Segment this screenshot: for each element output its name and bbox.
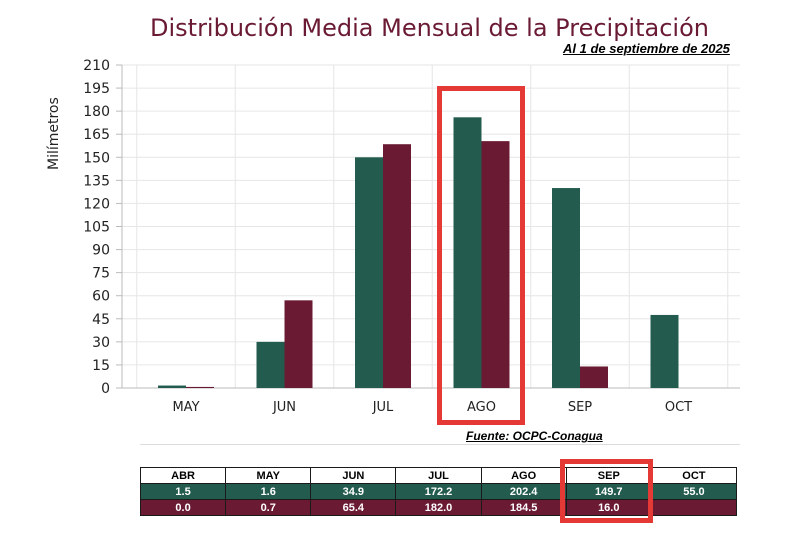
y-tick-label: 15 (92, 358, 110, 374)
table-cell: 184.5 (480, 499, 567, 516)
x-tick-label: AGO (467, 400, 496, 415)
y-tick-label: 120 (83, 196, 110, 212)
y-tick-label: 75 (92, 266, 110, 282)
bar-sep-series-1 (552, 188, 580, 388)
x-tick-label: JUL (372, 400, 394, 415)
table-cell: 172.2 (395, 483, 482, 500)
data-table-section: ABR MAY JUN JUL AGO SEP OCT 1.5 1.6 34.9… (139, 444, 740, 516)
bar-oct-series-1 (650, 314, 679, 388)
bar-jun-series-2 (284, 300, 313, 388)
y-tick-label: 195 (83, 81, 110, 97)
x-tick-label: SEP (568, 400, 592, 415)
bar-jul-series-2 (383, 144, 411, 388)
bar-may-series-2 (186, 386, 214, 388)
table-cell: 1.6 (225, 483, 312, 500)
y-tick-label: 30 (92, 335, 110, 351)
header-cell: AGO (480, 467, 567, 484)
y-tick-label: 45 (92, 312, 110, 328)
header-cell: ABR (139, 467, 227, 484)
table-row: 0.0 0.7 65.4 182.0 184.5 16.0 (139, 499, 738, 516)
header-cell: SEP (565, 467, 652, 484)
y-tick-label: 90 (92, 243, 110, 259)
y-tick-label: 135 (83, 173, 110, 189)
header-cell: OCT (650, 467, 738, 484)
bar-may-series-1 (158, 385, 186, 388)
bar-jun-series-1 (256, 341, 285, 388)
highlight-box-ago (437, 86, 525, 425)
table-cell: 0.0 (139, 499, 227, 516)
bar-jul-series-1 (355, 157, 383, 388)
table-cell: 1.5 (139, 483, 227, 500)
y-tick-label: 165 (83, 127, 110, 143)
highlight-box-sep (560, 459, 653, 523)
bar-ago-series-1 (453, 117, 482, 389)
y-tick-label: 60 (92, 289, 110, 305)
table-header-row: ABR MAY JUN JUL AGO SEP OCT (139, 467, 738, 484)
table-cell: 55.0 (650, 483, 738, 500)
y-tick-label: 0 (101, 381, 110, 397)
date-note: Al 1 de septiembre de 2025 (563, 41, 730, 56)
table-cell: 182.0 (395, 499, 482, 516)
table-cell: 65.4 (310, 499, 397, 516)
header-cell: MAY (225, 467, 312, 484)
bar-chart: 0 15 30 45 60 75 90 105 120 135 150 165 180 195 210 MAY… (83, 58, 740, 415)
y-tick-label: 105 (83, 220, 110, 236)
header-cell: JUN (310, 467, 397, 484)
y-tick-label: 210 (83, 58, 110, 74)
bar-sep-series-2 (580, 366, 608, 388)
x-tick-label: MAY (172, 400, 199, 415)
header-cell: JUL (395, 467, 482, 484)
y-tick-label: 150 (83, 150, 110, 166)
bar-ago-series-2 (481, 141, 510, 388)
source-note: Fuente: OCPC-Conagua (466, 429, 603, 443)
data-table: ABR MAY JUN JUL AGO SEP OCT 1.5 1.6 34.9… (139, 467, 738, 516)
table-cell: 16.0 (565, 499, 652, 516)
table-cell: 202.4 (480, 483, 567, 500)
divider (140, 444, 740, 445)
x-tick-label: OCT (665, 400, 692, 415)
table-cell: 34.9 (310, 483, 397, 500)
chart-title: Distribución Media Mensual de la Precipi… (150, 14, 709, 42)
table-cell: 0.7 (225, 499, 312, 516)
table-row: 1.5 1.6 34.9 172.2 202.4 149.7 55.0 (139, 483, 738, 500)
x-tick-label: JUN (272, 400, 296, 415)
table-cell (650, 499, 738, 516)
y-tick-label: 180 (83, 104, 110, 120)
